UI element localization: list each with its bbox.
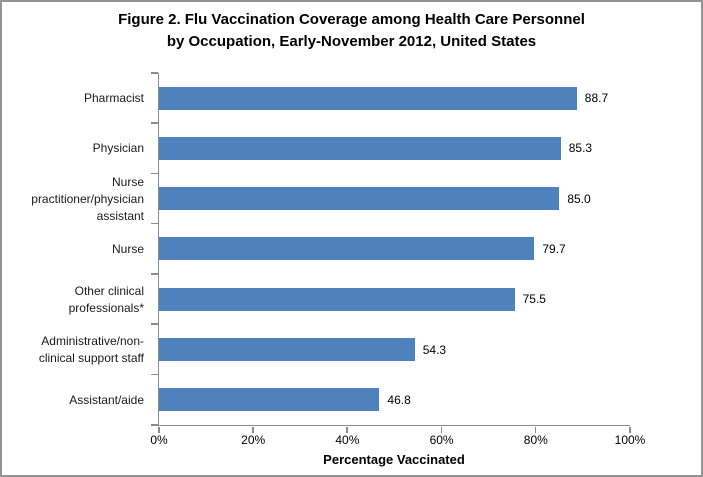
category-label: Administrative/non-clinical support staf… (10, 325, 152, 375)
x-axis-tick-label: 100% (614, 433, 646, 447)
chart-title: Figure 2. Flu Vaccination Coverage among… (2, 9, 701, 53)
category-axis-labels: Pharmacist Physician Nurse practitioner/phy… (10, 73, 152, 426)
value-label: 79.7 (542, 241, 566, 256)
y-axis-tick (151, 323, 158, 325)
x-axis-tick (346, 427, 348, 433)
category-label: Other clinical professionals* (10, 275, 152, 325)
x-axis-tick (629, 427, 631, 433)
category-label-line: Nurse (111, 174, 144, 189)
y-axis-tick (151, 72, 158, 74)
x-axis-title: Percentage Vaccinated (323, 452, 465, 467)
category-label-line: assistant (96, 208, 144, 223)
x-axis-tick-label: 40% (335, 433, 360, 447)
y-axis-tick (151, 172, 158, 175)
category-label-line: Assistant/aide (69, 393, 144, 408)
chart-title-line2: by Occupation, Early-November 2012, Unit… (166, 33, 537, 50)
category-label: Nurse practitioner/physician assistant (10, 174, 152, 225)
x-axis-tick-label: 60% (429, 433, 454, 447)
bar-row: 54.3 (159, 324, 630, 374)
category-label: Assistant/aide (10, 376, 152, 426)
plot-area: 88.7 85.3 85.0 79.7 75.5 54.3 46.8 0% 20% 40% 60%… (150, 72, 645, 447)
bar (159, 287, 515, 311)
x-axis-tick (158, 427, 160, 433)
bar-row: 75.5 (159, 274, 630, 324)
value-label: 46.8 (387, 392, 411, 407)
bar (159, 338, 415, 362)
category-label-line: Physician (92, 140, 144, 155)
category-label: Nurse (10, 225, 152, 275)
y-axis-tick (151, 373, 158, 376)
x-axis-tick (252, 427, 254, 433)
category-label-line: Other clinical (74, 284, 144, 299)
category-label: Physician (10, 123, 152, 173)
category-label-line: clinical support staff (38, 351, 144, 366)
bar-row: 85.3 (159, 123, 630, 173)
x-axis-tick-label: 20% (241, 433, 266, 447)
value-label: 88.7 (584, 91, 609, 106)
category-label: Pharmacist (10, 73, 152, 123)
value-label: 85.0 (567, 191, 591, 206)
bar-row: 46.8 (159, 375, 630, 425)
value-label: 54.3 (422, 342, 447, 357)
bar (159, 237, 535, 261)
bar (159, 136, 561, 160)
y-axis-tick (151, 424, 158, 426)
bar (159, 187, 560, 211)
category-label-line: Nurse (111, 242, 144, 257)
bar (159, 388, 380, 412)
value-label: 75.5 (522, 292, 546, 307)
x-axis-tick (440, 427, 443, 433)
y-axis-tick (151, 273, 158, 275)
category-label-line: Administrative/non- (41, 334, 144, 349)
bar-row: 88.7 (159, 73, 630, 123)
category-label-line: professionals* (68, 301, 144, 316)
category-label-line: Pharmacist (83, 90, 144, 105)
bar-row: 79.7 (159, 224, 630, 274)
x-axis-tick (534, 427, 537, 433)
x-axis-tick-label: 0% (150, 433, 168, 447)
value-label: 85.3 (568, 141, 593, 156)
bar (159, 86, 577, 110)
x-axis-tick-label: 80% (523, 433, 548, 447)
y-axis-tick (151, 122, 158, 124)
category-label-line: practitioner/physician (31, 191, 144, 206)
chart-title-line1: Figure 2. Flu Vaccination Coverage among… (118, 11, 585, 28)
bar-series: 88.7 85.3 85.0 79.7 75.5 54.3 46.8 (159, 73, 630, 425)
y-axis-tick (151, 222, 158, 225)
bar-row: 85.0 (159, 174, 630, 224)
